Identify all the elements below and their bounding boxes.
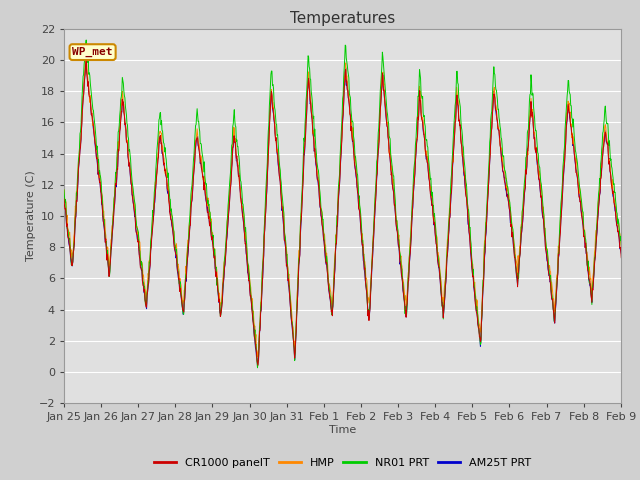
Text: WP_met: WP_met — [72, 47, 113, 57]
Y-axis label: Temperature (C): Temperature (C) — [26, 170, 36, 262]
Legend: CR1000 panelT, HMP, NR01 PRT, AM25T PRT: CR1000 panelT, HMP, NR01 PRT, AM25T PRT — [150, 454, 535, 472]
Title: Temperatures: Temperatures — [290, 11, 395, 26]
X-axis label: Time: Time — [329, 425, 356, 435]
